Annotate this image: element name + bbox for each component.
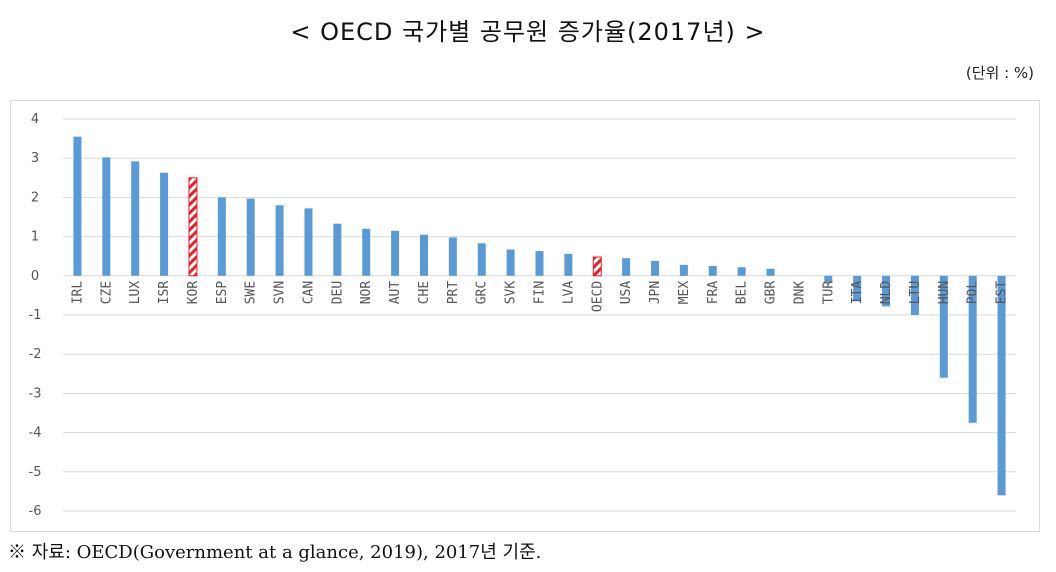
x-tick-label-prt: PRT [446, 281, 461, 305]
x-tick-label-kor: KOR [186, 281, 201, 305]
x-tick-label-irl: IRL [70, 281, 85, 305]
bar-jpn [651, 260, 660, 276]
bar-pol [968, 275, 977, 423]
x-tick-label-usa: USA [619, 281, 634, 305]
bar-chart: 4 3 2 1 0 -1 -2 -3 -4 -5 -6 IRL CZE LUX ISR KOR ESP SWE SV… [29, 112, 1016, 519]
x-tick-label-nor: NOR [359, 281, 374, 305]
bar-usa [622, 258, 631, 276]
y-tick-label: 4 [31, 112, 39, 127]
bar-svn [275, 205, 284, 276]
bar-can [304, 208, 313, 276]
chart-area: 4 3 2 1 0 -1 -2 -3 -4 -5 -6 IRL CZE LUX ISR KOR ESP SWE SV… [10, 100, 1040, 532]
x-tick-label-mex: MEX [677, 281, 692, 305]
x-tick-label-gbr: GBR [764, 281, 779, 305]
bar-tur [824, 275, 833, 283]
bar-ltu [910, 275, 919, 315]
bar-fin [535, 251, 544, 276]
y-tick-label: 3 [31, 151, 39, 166]
y-tick-label: -1 [29, 308, 42, 323]
x-tick-label-svn: SVN [273, 281, 288, 304]
bar-svk [506, 249, 515, 276]
bar-irl [73, 136, 82, 276]
y-tick-label: -6 [29, 504, 42, 519]
bar-cze [102, 157, 111, 276]
x-tick-label-est: EST [995, 281, 1010, 305]
unit-note: (단위 : %) [965, 64, 1034, 82]
y-tick-label: 1 [31, 230, 39, 245]
bar-nld [882, 275, 891, 307]
x-tick-label-tur: TUR [821, 281, 836, 305]
x-tick-label-deu: DEU [330, 281, 345, 304]
x-tick-label-fin: FIN [533, 281, 548, 304]
bar-bel [737, 267, 746, 276]
bar-grc [477, 243, 486, 276]
x-tick-label-che: CHE [417, 281, 432, 304]
x-tick-label-ita: ITA [850, 281, 865, 305]
bar-nor [362, 228, 371, 276]
bar-deu [333, 223, 342, 276]
y-tick-label: -4 [29, 426, 42, 441]
x-tick-label-dnk: DNK [792, 281, 807, 305]
bar-est [997, 275, 1006, 496]
bar-fra [708, 266, 717, 276]
x-tick-label-oecd: OECD [590, 281, 605, 312]
bar-gbr [766, 268, 775, 276]
x-tick-label-swe: SWE [244, 281, 259, 304]
x-tick-label-svk: SVK [504, 281, 519, 305]
y-tick-label: 0 [31, 269, 39, 284]
bar-isr [160, 172, 169, 276]
x-tick-label-lux: LUX [128, 281, 143, 305]
bar-esp [217, 197, 226, 276]
bar-hun [939, 275, 948, 378]
x-tick-label-can: CAN [301, 281, 316, 304]
source-note: ※ 자료: OECD(Government at a glance, 2019)… [8, 542, 542, 563]
x-tick-label-jpn: JPN [648, 281, 663, 304]
y-tick-label: -3 [29, 386, 42, 401]
y-tick-label: -2 [29, 347, 42, 362]
bar-lva [564, 253, 573, 276]
x-tick-label-esp: ESP [215, 281, 230, 305]
bar-ita [853, 275, 862, 302]
x-tick-label-cze: CZE [99, 281, 114, 304]
x-tick-label-ltu: LTU [908, 281, 923, 304]
x-tick-label-fra: FRA [706, 281, 721, 305]
bar-kor [188, 177, 198, 277]
x-tick-label-nld: NLD [879, 281, 894, 305]
y-tick-label: -5 [29, 465, 42, 480]
x-tick-label-lva: LVA [561, 281, 576, 305]
bar-swe [246, 198, 255, 276]
x-tick-label-grc: GRC [475, 281, 490, 304]
bar-che [419, 234, 428, 276]
y-tick-label: 2 [31, 190, 39, 205]
bar-oecd [592, 256, 602, 277]
bar-lux [131, 161, 140, 276]
bar-prt [448, 237, 457, 276]
x-tick-label-hun: HUN [937, 281, 952, 304]
x-tick-label-bel: BEL [735, 281, 750, 305]
x-tick-label-pol: POL [966, 281, 981, 305]
bar-aut [391, 230, 400, 276]
bar-mex [679, 264, 688, 276]
x-tick-label-aut: AUT [388, 281, 403, 305]
chart-title: < OECD 국가별 공무원 증가율(2017년) > [290, 18, 766, 46]
x-tick-label-isr: ISR [157, 281, 172, 305]
